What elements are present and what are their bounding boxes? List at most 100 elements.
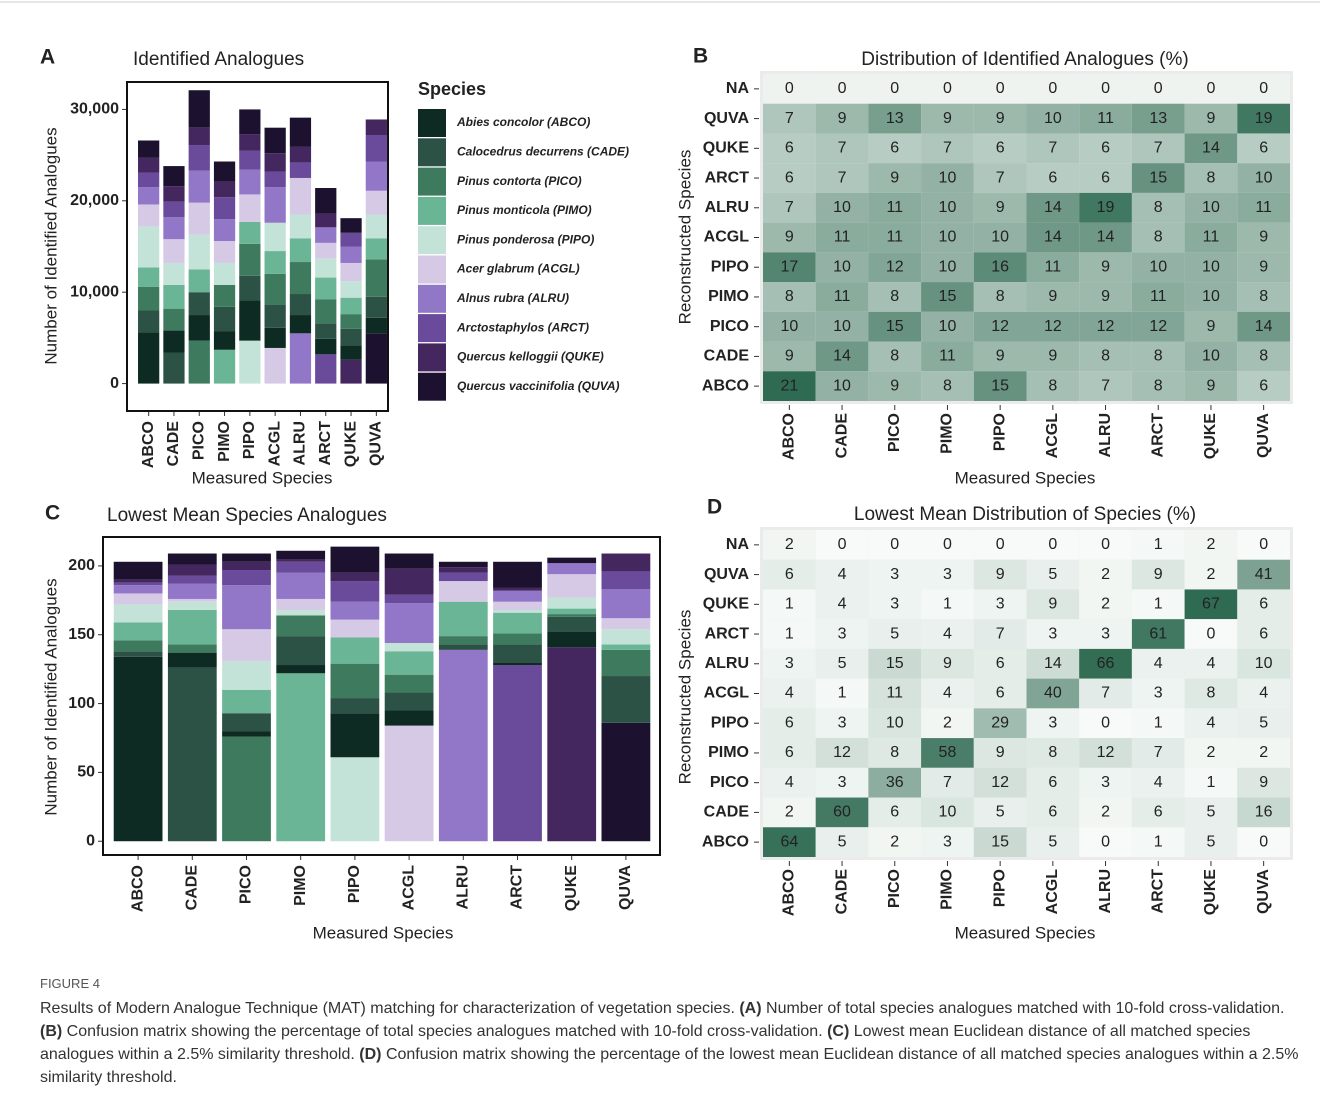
bar-segment bbox=[601, 676, 651, 723]
bar-segment bbox=[547, 557, 597, 564]
heatmap-cell bbox=[1237, 282, 1290, 312]
heatmap-cell bbox=[815, 74, 869, 104]
heatmap-cell bbox=[1131, 530, 1185, 560]
bar-segment bbox=[264, 327, 286, 348]
bar-segment bbox=[188, 202, 210, 235]
y-tick-label: 0 bbox=[110, 375, 119, 392]
panel-letter: B bbox=[693, 45, 708, 68]
heatmap-cell bbox=[973, 311, 1027, 342]
cell-label: 8 bbox=[890, 744, 899, 761]
y-tick-label: ABCO bbox=[702, 377, 749, 394]
x-tick-label: ALRU bbox=[1097, 413, 1114, 457]
heatmap-cell bbox=[1184, 827, 1238, 857]
cell-label: 1 bbox=[943, 596, 952, 613]
heatmap-cell bbox=[1079, 311, 1132, 342]
heatmap-cell bbox=[1184, 311, 1238, 342]
cell-label: 9 bbox=[943, 110, 952, 127]
bar-segment bbox=[163, 217, 185, 240]
heatmap-cell bbox=[921, 371, 974, 401]
cell-label: 9 bbox=[996, 566, 1005, 583]
chart-title: Distribution of Identified Analogues (%) bbox=[861, 49, 1188, 70]
bar-segment bbox=[365, 119, 387, 136]
cell-label: 0 bbox=[890, 536, 899, 553]
heatmap-cell bbox=[921, 559, 974, 590]
bar-segment bbox=[601, 618, 651, 630]
bar-segment bbox=[188, 340, 210, 384]
heatmap-cell bbox=[973, 341, 1027, 372]
bar-segment bbox=[547, 574, 597, 598]
cell-label: 1 bbox=[785, 625, 794, 642]
heatmap-cell bbox=[868, 648, 922, 679]
legend-swatch bbox=[418, 167, 446, 196]
caption-segment: (C) bbox=[827, 1023, 850, 1040]
heatmap-cell bbox=[1131, 767, 1185, 798]
y-tick-label: NA bbox=[726, 80, 750, 97]
cell-label: 7 bbox=[943, 140, 952, 157]
heatmap-cell bbox=[973, 371, 1027, 401]
cell-label: 10 bbox=[939, 199, 957, 216]
bar-segment bbox=[264, 251, 286, 274]
cell-label: 29 bbox=[991, 714, 1009, 731]
heatmap-cell bbox=[1079, 371, 1132, 401]
x-tick-label: PIPO bbox=[346, 865, 363, 903]
bar-segment bbox=[222, 713, 271, 732]
x-tick-label: QUKE bbox=[342, 421, 359, 468]
heatmap-cell bbox=[1131, 589, 1185, 620]
y-tick-label: PIPO bbox=[711, 258, 749, 275]
heatmap-cell bbox=[1184, 530, 1238, 560]
bar-segment bbox=[493, 633, 542, 645]
y-tick-label: 50 bbox=[77, 764, 95, 781]
heatmap-cell bbox=[815, 589, 869, 620]
x-tick-label: ALRU bbox=[1097, 869, 1114, 913]
cell-label: 0 bbox=[1048, 80, 1057, 97]
bar-segment bbox=[239, 150, 261, 170]
cell-label: 64 bbox=[780, 833, 798, 850]
y-tick-label: ALRU bbox=[705, 655, 749, 672]
bar-segment bbox=[163, 284, 185, 309]
bar-segment bbox=[113, 651, 163, 657]
cell-label: 6 bbox=[1101, 140, 1110, 157]
heatmap-cell bbox=[815, 163, 869, 193]
heatmap-cell bbox=[1237, 163, 1290, 193]
x-tick-label: ARCT bbox=[509, 865, 526, 910]
bar-segment bbox=[222, 736, 271, 842]
legend-swatch bbox=[418, 226, 446, 255]
heatmap-cell bbox=[1026, 74, 1080, 104]
x-tick-label: QUKE bbox=[1202, 869, 1219, 916]
bar-segment bbox=[365, 259, 387, 297]
x-tick-label: CADE bbox=[833, 413, 850, 459]
heatmap-cell bbox=[973, 192, 1027, 223]
heatmap-cell bbox=[973, 797, 1027, 828]
cell-label: 7 bbox=[1048, 140, 1057, 157]
heatmap-cell bbox=[1026, 648, 1080, 679]
cell-label: 0 bbox=[1259, 536, 1268, 553]
y-tick-label: PIMO bbox=[708, 744, 749, 761]
bar-segment bbox=[188, 127, 210, 146]
y-axis-label: Reconstructed Species bbox=[675, 610, 694, 785]
bar-segment bbox=[113, 622, 163, 641]
bar-segment bbox=[330, 663, 380, 699]
bar-segment bbox=[264, 153, 286, 172]
y-tick-label: 0 bbox=[86, 832, 95, 849]
cell-label: 2 bbox=[785, 804, 794, 821]
cell-label: 0 bbox=[1048, 536, 1057, 553]
heatmap-cell bbox=[921, 678, 974, 709]
cell-label: 14 bbox=[833, 348, 851, 365]
cell-label: 8 bbox=[1206, 169, 1215, 186]
heatmap-cell bbox=[763, 738, 816, 768]
cell-label: 3 bbox=[890, 596, 899, 613]
cell-label: 16 bbox=[1255, 804, 1273, 821]
cell-label: 0 bbox=[1101, 833, 1110, 850]
bar-segment bbox=[138, 286, 160, 311]
y-tick-label: 150 bbox=[68, 626, 95, 643]
bar-segment bbox=[365, 161, 387, 191]
bar-segment bbox=[163, 330, 185, 353]
heatmap-cell bbox=[1079, 74, 1132, 104]
cell-label: 7 bbox=[943, 774, 952, 791]
cell-label: 3 bbox=[1101, 625, 1110, 642]
bar-segment bbox=[289, 117, 312, 147]
cell-label: 2 bbox=[1101, 804, 1110, 821]
bar-segment bbox=[264, 222, 286, 252]
heatmap-cell bbox=[1079, 222, 1132, 253]
heatmap-cell bbox=[973, 103, 1027, 134]
